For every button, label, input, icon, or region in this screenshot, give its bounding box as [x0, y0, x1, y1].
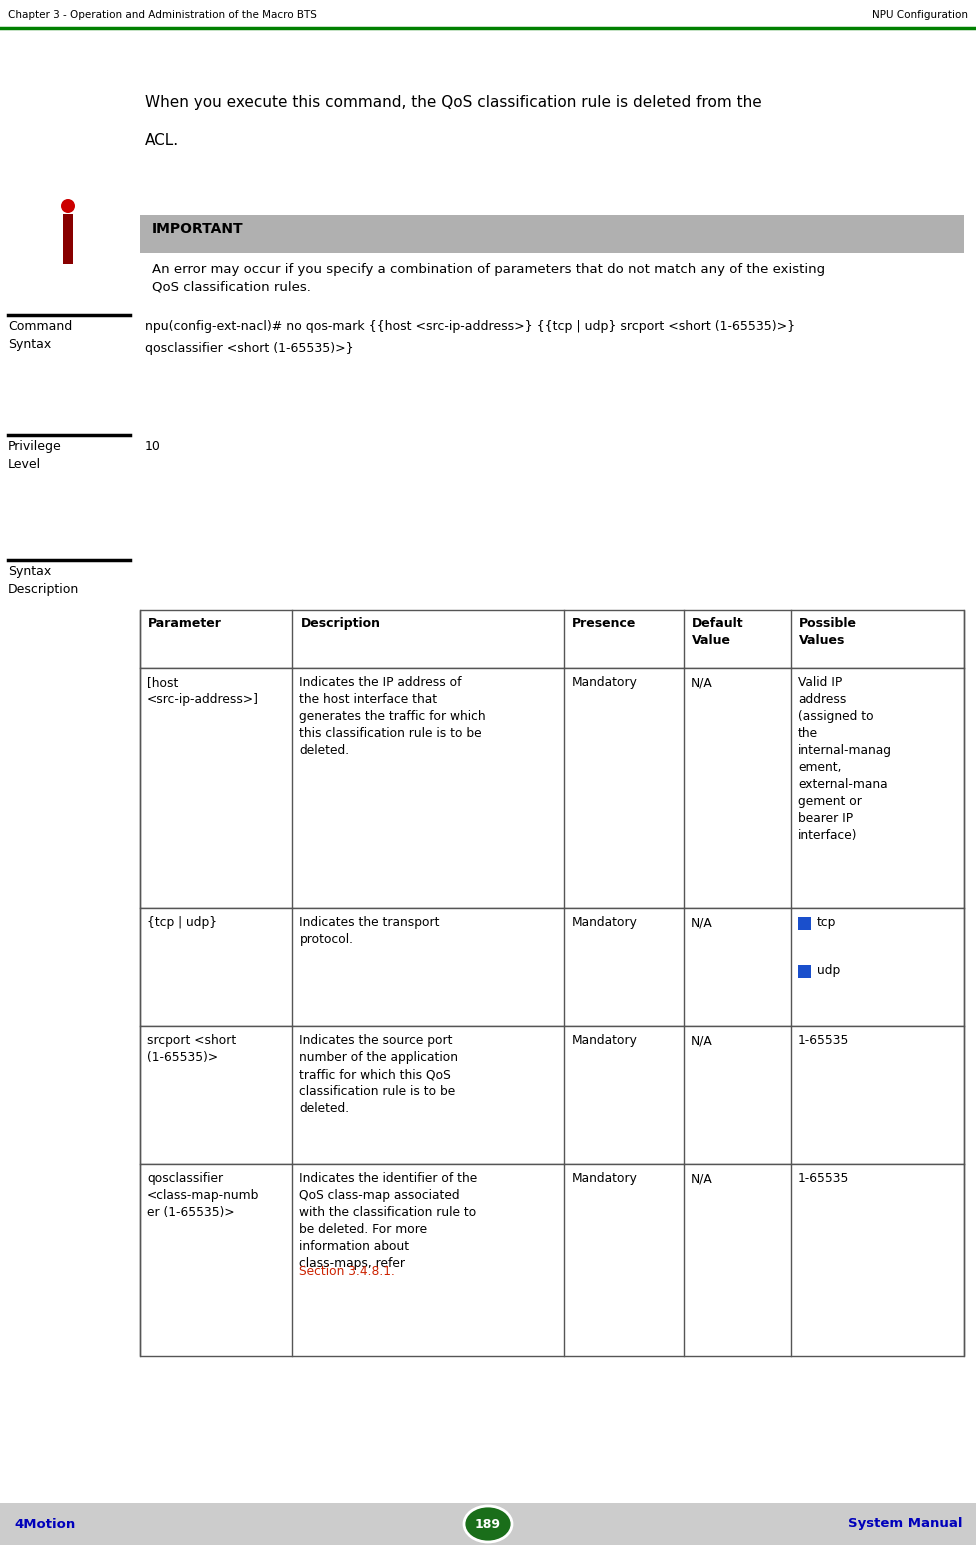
Bar: [798, 966, 811, 978]
Text: 10: 10: [145, 440, 161, 453]
Bar: [63, 215, 73, 264]
Bar: [140, 908, 964, 1026]
Text: qosclassifier <short (1-65535)>}: qosclassifier <short (1-65535)>}: [145, 341, 353, 355]
Text: When you execute this command, the QoS classification rule is deleted from the: When you execute this command, the QoS c…: [145, 94, 761, 110]
Text: {tcp | udp}: {tcp | udp}: [147, 916, 217, 929]
Bar: [798, 918, 811, 930]
Text: Mandatory: Mandatory: [571, 1034, 637, 1048]
Text: N/A: N/A: [691, 916, 712, 929]
Text: [host
<src-ip-address>]: [host <src-ip-address>]: [147, 677, 259, 706]
Text: qosclassifier
<class-map-numb
er (1-65535)>: qosclassifier <class-map-numb er (1-6553…: [147, 1173, 260, 1219]
Text: Valid IP
address
(assigned to
the
internal-manag
ement,
external-mana
gement or
: Valid IP address (assigned to the intern…: [798, 677, 892, 842]
Text: Parameter: Parameter: [148, 616, 222, 630]
Text: Mandatory: Mandatory: [571, 1173, 637, 1185]
Text: N/A: N/A: [691, 1034, 712, 1048]
Text: tcp: tcp: [817, 916, 836, 929]
Text: npu(config-ext-nacl)# no qos-mark {{host <src-ip-address>} {{tcp | udp} srcport : npu(config-ext-nacl)# no qos-mark {{host…: [145, 320, 795, 334]
Text: N/A: N/A: [691, 677, 712, 689]
Text: IMPORTANT: IMPORTANT: [152, 222, 244, 236]
Bar: [140, 1026, 964, 1163]
Text: srcport <short
(1-65535)>: srcport <short (1-65535)>: [147, 1034, 236, 1065]
Text: N/A: N/A: [691, 1173, 712, 1185]
Ellipse shape: [464, 1506, 512, 1542]
Bar: [140, 215, 964, 253]
Text: Mandatory: Mandatory: [571, 677, 637, 689]
Text: Chapter 3 - Operation and Administration of the Macro BTS: Chapter 3 - Operation and Administration…: [8, 9, 317, 20]
Text: Possible
Values: Possible Values: [799, 616, 857, 647]
Text: Indicates the IP address of
the host interface that
generates the traffic for wh: Indicates the IP address of the host int…: [300, 677, 486, 757]
Text: Command
Syntax: Command Syntax: [8, 320, 72, 351]
Bar: [140, 610, 964, 667]
Text: Presence: Presence: [572, 616, 636, 630]
Text: Syntax
Description: Syntax Description: [8, 565, 79, 596]
Text: Indicates the source port
number of the application
traffic for which this QoS
c: Indicates the source port number of the …: [300, 1034, 459, 1115]
Text: NPU Configuration: NPU Configuration: [872, 9, 968, 20]
Text: System Manual: System Manual: [847, 1517, 962, 1531]
Text: ACL.: ACL.: [145, 133, 180, 148]
Text: Indicates the transport
protocol.: Indicates the transport protocol.: [300, 916, 440, 946]
Text: Privilege
Level: Privilege Level: [8, 440, 61, 471]
Text: Indicates the identifier of the
QoS class-map associated
with the classification: Indicates the identifier of the QoS clas…: [300, 1173, 477, 1287]
Bar: [0, 1503, 976, 1545]
Ellipse shape: [61, 199, 75, 213]
Text: Default
Value: Default Value: [692, 616, 744, 647]
Text: 189: 189: [475, 1517, 501, 1531]
Text: 1-65535: 1-65535: [798, 1173, 849, 1185]
Text: An error may occur if you specify a combination of parameters that do not match : An error may occur if you specify a comb…: [152, 263, 825, 294]
Text: Section 3.4.8.1.: Section 3.4.8.1.: [300, 1265, 395, 1278]
Text: Description: Description: [301, 616, 381, 630]
Text: Mandatory: Mandatory: [571, 916, 637, 929]
Bar: [140, 667, 964, 908]
Text: 1-65535: 1-65535: [798, 1034, 849, 1048]
Text: udp: udp: [817, 964, 840, 976]
Bar: [140, 1163, 964, 1357]
Text: 4Motion: 4Motion: [14, 1517, 75, 1531]
